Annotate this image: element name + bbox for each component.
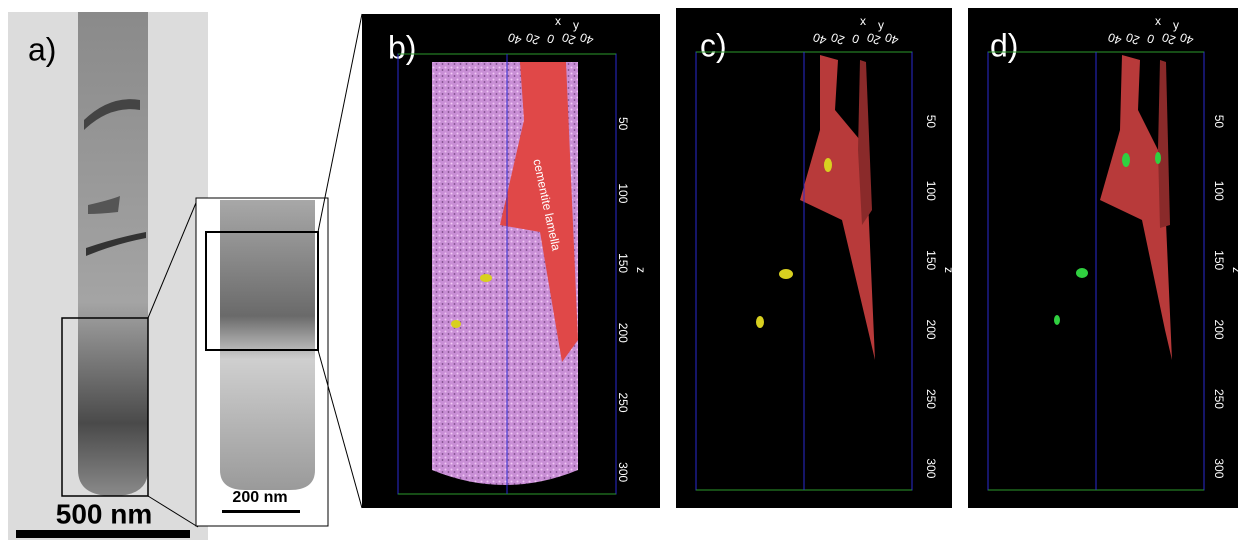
inset-specimen: [220, 200, 315, 490]
scale-bar: [16, 530, 190, 538]
zoom-line: [318, 14, 362, 232]
z-axis-label: z: [634, 267, 648, 273]
z-tick-label: 300: [1212, 458, 1226, 478]
scale-bar-label: 200 nm: [232, 489, 287, 506]
precipitate: [756, 316, 764, 328]
z-tick-label: 100: [924, 181, 938, 201]
z-tick-label: 250: [924, 389, 938, 409]
z-tick-label: 150: [1212, 250, 1226, 270]
precipitate: [1076, 268, 1088, 278]
precipitate: [824, 158, 832, 172]
z-axis-label: z: [942, 267, 956, 273]
panel-label: a): [28, 31, 56, 67]
y-axis-label: y: [878, 18, 884, 32]
y-axis-label: y: [573, 18, 579, 32]
panel-label: b): [388, 29, 416, 65]
scale-bar-label: 500 nm: [56, 498, 153, 529]
z-tick-label: 200: [1212, 320, 1226, 340]
figure: a) 500 nm 200 nm cementite lamella b) c)…: [0, 0, 1246, 540]
z-axis-label: z: [1230, 267, 1244, 273]
precipitate: [1155, 152, 1161, 164]
panel-label: d): [990, 27, 1018, 63]
z-tick-label: 50: [616, 117, 630, 131]
z-tick-label: 100: [1212, 181, 1226, 201]
x-axis-label: x: [1155, 14, 1161, 28]
z-tick-label: 300: [616, 462, 630, 482]
z-tick-label: 200: [924, 320, 938, 340]
z-tick-label: 150: [924, 250, 938, 270]
precipitate: [779, 269, 793, 279]
reconstruction: [968, 8, 1238, 508]
z-tick-label: 50: [924, 115, 938, 129]
z-tick-label: 150: [616, 253, 630, 273]
z-tick-label: 50: [1212, 115, 1226, 129]
x-axis-label: x: [860, 14, 866, 28]
reconstruction: [676, 8, 952, 508]
z-tick-label: 100: [616, 183, 630, 203]
z-tick-label: 250: [616, 392, 630, 412]
panel-label: c): [700, 27, 727, 63]
x-axis-label: x: [555, 14, 561, 28]
z-tick-label: 200: [616, 323, 630, 343]
z-tick-label: 250: [1212, 389, 1226, 409]
precipitate: [1054, 315, 1060, 325]
precipitate: [451, 320, 461, 328]
y-axis-label: y: [1173, 18, 1179, 32]
page: a) 500 nm 200 nm cementite lamella b) c)…: [0, 0, 1246, 540]
precipitate: [480, 274, 492, 282]
scale-bar: [222, 510, 300, 513]
precipitate: [1122, 153, 1130, 167]
z-tick-label: 300: [924, 458, 938, 478]
